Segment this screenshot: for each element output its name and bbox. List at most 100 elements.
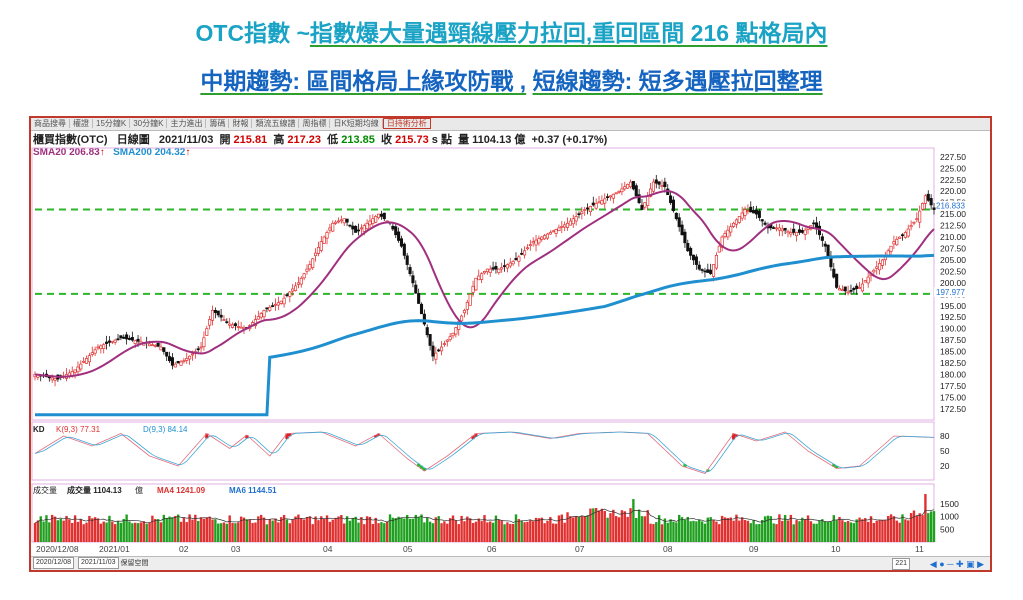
volume-bar-264: [789, 514, 793, 542]
candle-body-101: [322, 236, 326, 244]
candle-body-158: [485, 268, 489, 272]
y-tick-label-15: 190.00: [940, 324, 966, 334]
price-label-bg-0: [934, 200, 968, 211]
tab-weekly[interactable]: 周指標: [299, 119, 331, 128]
candle-body-121: [379, 213, 383, 217]
candle-body-57: [196, 348, 200, 351]
volume-bar-170: [520, 520, 523, 542]
candle-body-53: [185, 358, 189, 361]
candle-body-43: [156, 342, 160, 347]
volume-bar-69: [231, 523, 234, 542]
tab-search[interactable]: 商品搜尋: [31, 119, 70, 128]
candle-body-90: [291, 288, 295, 292]
volume-bar-160: [491, 522, 495, 542]
headline-trend-mid: 中期趨勢: 區間格局上緣攻防戰 ,: [200, 68, 527, 94]
candle-body-238: [714, 255, 718, 269]
volume-bar-39: [145, 523, 148, 542]
candle-body-266: [795, 232, 799, 236]
candle-body-265: [792, 228, 796, 233]
volume-bar-139: [431, 523, 435, 542]
candle-body-236: [709, 269, 713, 275]
candle-body-306: [909, 225, 913, 228]
volume-bar-84: [274, 518, 277, 542]
candle-body-311: [923, 195, 927, 204]
candle-body-216: [651, 181, 655, 192]
y-tick-label-6: 212.50: [940, 221, 966, 231]
y-tick-label-1: 225.00: [940, 163, 966, 173]
volume-bar-138: [428, 521, 432, 542]
tab-technical[interactable]: 日持術分析: [382, 118, 431, 129]
volume-label: 量: [458, 134, 470, 146]
candle-body-52: [182, 360, 186, 363]
volume-bar-204: [617, 517, 621, 542]
volume-bar-229: [689, 521, 692, 542]
x-tick-label-2: 02: [179, 544, 189, 554]
candle-body-140: [434, 352, 438, 360]
volume-bar-4: [45, 515, 48, 542]
volume-bar-122: [383, 523, 386, 542]
volume-bar-224: [675, 522, 678, 542]
candle-body-208: [628, 181, 633, 188]
candle-body-181: [551, 230, 555, 233]
candle-body-296: [880, 259, 885, 266]
candle-body-246: [737, 216, 741, 223]
volume-bar-242: [726, 517, 730, 542]
candle-body-51: [179, 361, 183, 366]
candle-body-148: [457, 321, 461, 330]
candle-body-287: [855, 285, 859, 289]
candle-body-173: [528, 244, 532, 247]
candle-body-82: [268, 306, 272, 311]
headline-prefix: OTC指數 ~: [195, 20, 310, 46]
volume-bar-174: [531, 521, 535, 542]
volume-bar-236: [709, 517, 712, 542]
volume-bar-83: [271, 520, 274, 542]
volume-bar-31: [122, 519, 125, 542]
volume-bar-212: [640, 516, 644, 542]
volume-bar-214: [646, 510, 649, 542]
tab-finance[interactable]: 財報: [229, 119, 253, 128]
volume-bar-202: [612, 509, 615, 542]
candle-body-126: [394, 226, 398, 236]
tab-main-force[interactable]: 主力進出: [167, 119, 207, 128]
volume-bar-91: [294, 516, 297, 542]
volume-bar-5: [48, 522, 51, 542]
tab-daily-ma[interactable]: 日K短期均線: [330, 119, 383, 128]
date-to-select[interactable]: 2021/11/03: [78, 557, 119, 570]
candle-body-280: [835, 273, 839, 288]
volume-bar-75: [248, 519, 251, 542]
volume-bar-279: [832, 515, 835, 542]
candle-body-193: [586, 207, 590, 210]
tab-warrant[interactable]: 權證: [70, 119, 93, 128]
volume-bar-13: [71, 522, 74, 542]
volume-bar-37: [139, 522, 143, 542]
tab-30min[interactable]: 30分鐘K: [130, 119, 168, 128]
candle-body-262: [783, 227, 787, 231]
tab-chips[interactable]: 籌碼: [206, 119, 230, 128]
tab-five-lines[interactable]: 類流五線譜: [252, 119, 300, 128]
volume-bar-314: [932, 511, 936, 542]
tab-15min[interactable]: 15分鐘K: [93, 119, 131, 128]
candle-body-50: [176, 361, 180, 364]
volume-bar-191: [580, 516, 584, 542]
date-from-select[interactable]: 2020/12/08: [33, 557, 75, 570]
volume-bar-282: [841, 520, 844, 542]
candle-body-198: [600, 200, 604, 205]
sma20-line: [34, 190, 935, 378]
candle-body-245: [734, 219, 738, 225]
zoom-controls[interactable]: ◀ ● ─ ✚ ▣ ▶: [929, 559, 984, 569]
candle-body-164: [502, 265, 507, 267]
candle-body-128: [399, 238, 404, 247]
volume-bar-199: [603, 510, 606, 542]
bar-count[interactable]: 221: [892, 558, 910, 570]
volume-bar-22: [96, 518, 100, 542]
candle-body-85: [276, 302, 280, 306]
volume-bar-44: [159, 522, 163, 542]
candle-body-283: [843, 286, 847, 292]
candle-body-91: [293, 285, 298, 291]
volume-bar-231: [695, 521, 698, 542]
volume-bar-285: [849, 522, 853, 542]
candle-body-302: [898, 236, 902, 239]
candle-body-286: [852, 288, 856, 291]
volume-bar-162: [497, 519, 501, 542]
volume-bar-217: [655, 522, 658, 542]
